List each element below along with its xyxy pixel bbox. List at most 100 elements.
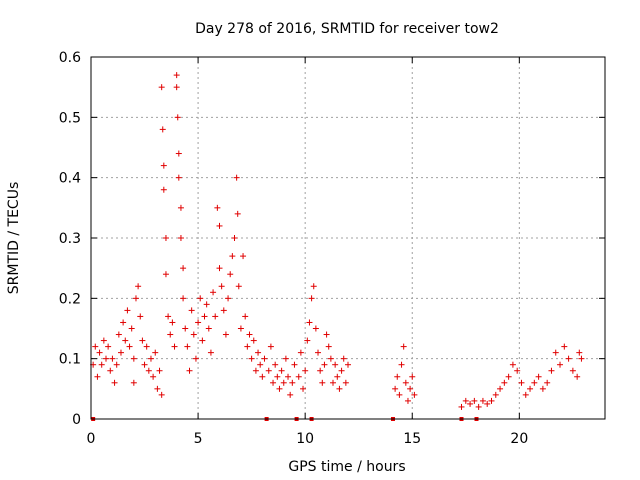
data-point	[180, 265, 187, 272]
data-point	[145, 367, 152, 374]
data-point	[471, 397, 478, 404]
data-point	[128, 325, 135, 332]
data-point	[467, 400, 474, 407]
data-point	[274, 373, 281, 380]
x-tick-label: 5	[194, 431, 203, 447]
data-point	[115, 331, 122, 338]
data-point	[518, 379, 525, 386]
data-point	[246, 331, 253, 338]
data-point	[544, 379, 551, 386]
data-point	[175, 174, 182, 181]
data-point	[173, 84, 180, 91]
data-point	[267, 343, 274, 350]
data-point	[222, 331, 229, 338]
data-point	[302, 367, 309, 374]
data-point	[270, 379, 277, 386]
data-point	[280, 379, 287, 386]
data-point	[177, 235, 184, 241]
data-point	[479, 397, 486, 404]
data-point	[171, 343, 178, 350]
data-point	[92, 343, 99, 350]
data-point	[199, 337, 206, 344]
data-point	[531, 379, 538, 386]
data-point	[190, 331, 197, 338]
data-point	[317, 367, 324, 374]
data-point	[394, 373, 401, 380]
data-point	[295, 373, 302, 380]
data-point	[175, 150, 182, 157]
data-point	[248, 355, 255, 362]
data-point	[272, 361, 279, 368]
data-point	[184, 343, 191, 350]
data-point	[552, 349, 559, 356]
data-point	[156, 367, 163, 374]
data-points	[90, 72, 585, 421]
data-point	[227, 271, 234, 278]
data-point	[304, 337, 311, 344]
data-point	[158, 391, 165, 398]
data-point	[210, 289, 217, 296]
data-point	[548, 367, 555, 374]
data-point	[234, 210, 241, 217]
data-point	[244, 343, 251, 350]
data-point	[201, 313, 208, 320]
data-point	[289, 379, 296, 386]
data-point	[396, 391, 403, 398]
data-point	[492, 391, 499, 398]
data-point	[505, 373, 512, 380]
data-point	[345, 361, 351, 368]
data-point	[122, 337, 129, 344]
y-tick-label: 0.3	[59, 231, 81, 247]
data-point	[255, 349, 262, 356]
data-point	[392, 385, 399, 392]
data-point	[338, 367, 345, 374]
data-point	[527, 385, 534, 392]
data-point	[216, 222, 223, 229]
data-point	[167, 331, 174, 338]
data-point	[139, 337, 146, 344]
data-point	[218, 283, 225, 290]
data-point	[154, 385, 161, 392]
data-point	[186, 367, 193, 374]
data-point	[240, 253, 247, 260]
data-point	[203, 301, 210, 308]
data-point	[159, 126, 166, 133]
data-point	[162, 271, 169, 278]
x-tick-label: 10	[296, 431, 314, 447]
data-point	[576, 349, 583, 356]
data-point	[135, 283, 142, 290]
data-point	[400, 343, 407, 350]
data-point	[117, 349, 124, 356]
data-point	[411, 391, 418, 398]
data-point	[488, 397, 495, 404]
data-point	[497, 385, 504, 392]
data-point	[332, 361, 339, 368]
data-point	[130, 379, 137, 386]
data-point	[340, 355, 347, 362]
data-point	[94, 373, 101, 380]
data-point	[130, 355, 137, 362]
axis-ticks: 0 5 10 15 20 0 0.1 0.2 0.3 0.4 0.5 0.6	[59, 50, 605, 447]
data-point	[297, 349, 304, 356]
data-point	[235, 283, 242, 290]
x-tick-label: 20	[510, 431, 528, 447]
data-point	[291, 361, 298, 368]
data-point	[484, 400, 491, 407]
data-point	[561, 343, 568, 350]
data-point	[259, 373, 266, 380]
x-axis-title: GPS time / hours	[288, 459, 405, 475]
data-point	[509, 361, 516, 368]
data-point	[107, 367, 114, 374]
data-point	[321, 361, 328, 368]
data-point	[402, 379, 409, 386]
data-point	[111, 379, 118, 386]
data-point	[205, 325, 212, 332]
data-point	[160, 162, 167, 169]
data-point	[306, 319, 313, 326]
data-point	[300, 385, 307, 392]
data-point	[276, 385, 283, 392]
data-point	[158, 84, 165, 91]
data-point	[229, 253, 236, 260]
data-point	[334, 373, 341, 380]
data-point	[282, 355, 289, 362]
